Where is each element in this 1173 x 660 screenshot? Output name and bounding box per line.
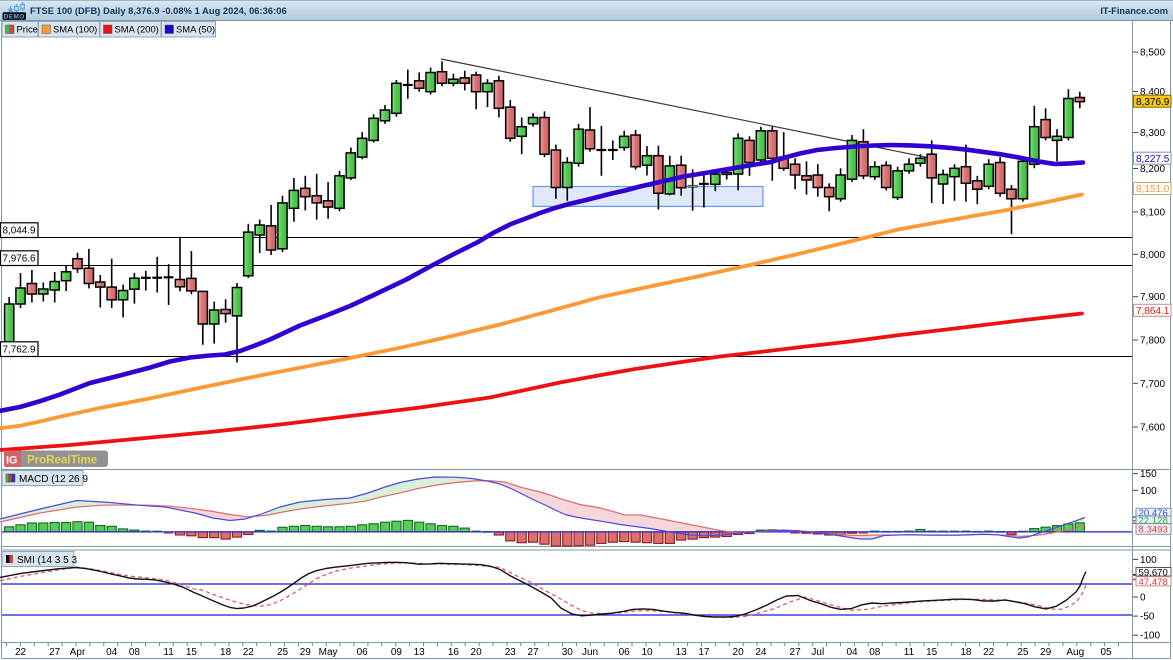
svg-text:8,300: 8,300 <box>1140 128 1165 139</box>
svg-text:8,100: 8,100 <box>1140 207 1165 218</box>
svg-text:7,600: 7,600 <box>1140 423 1165 434</box>
svg-text:05: 05 <box>1100 647 1112 658</box>
svg-text:8,227.5: 8,227.5 <box>1136 154 1170 165</box>
svg-text:150: 150 <box>1140 469 1157 480</box>
svg-text:10: 10 <box>641 647 653 658</box>
svg-text:8,376.9: 8,376.9 <box>1136 97 1170 108</box>
svg-text:8.3493: 8.3493 <box>1139 525 1168 536</box>
svg-text:25: 25 <box>277 647 289 658</box>
svg-text:13: 13 <box>414 647 426 658</box>
svg-text:04: 04 <box>846 647 858 658</box>
svg-text:13: 13 <box>676 647 688 658</box>
svg-text:SMA (100): SMA (100) <box>53 24 97 35</box>
svg-text:18: 18 <box>960 647 972 658</box>
svg-text:22: 22 <box>243 647 255 658</box>
svg-text:IG: IG <box>6 455 18 467</box>
svg-text:8,500: 8,500 <box>1140 48 1165 59</box>
svg-text:59.670: 59.670 <box>1139 567 1168 578</box>
svg-text:24: 24 <box>755 647 767 658</box>
svg-text:20: 20 <box>733 647 745 658</box>
svg-text:27: 27 <box>790 647 802 658</box>
svg-text:SMA (200): SMA (200) <box>115 24 159 35</box>
svg-text:18: 18 <box>220 647 232 658</box>
svg-text:7,976.6: 7,976.6 <box>3 254 36 265</box>
svg-text:06: 06 <box>619 647 631 658</box>
svg-text:100: 100 <box>1140 555 1157 566</box>
svg-text:8,200: 8,200 <box>1140 164 1165 175</box>
svg-text:29: 29 <box>1040 647 1052 658</box>
svg-text:8,151.0: 8,151.0 <box>1136 184 1170 195</box>
svg-text:04: 04 <box>106 647 118 658</box>
svg-text:22: 22 <box>15 647 27 658</box>
svg-text:17: 17 <box>698 647 710 658</box>
svg-text:30: 30 <box>562 647 574 658</box>
svg-text:27: 27 <box>49 647 61 658</box>
svg-text:Apr: Apr <box>70 647 86 658</box>
svg-text:15: 15 <box>186 647 198 658</box>
svg-text:100: 100 <box>1140 486 1157 497</box>
svg-text:47.478: 47.478 <box>1139 577 1168 588</box>
svg-text:11: 11 <box>163 647 174 658</box>
svg-text:-100: -100 <box>1140 631 1160 642</box>
svg-text:23: 23 <box>505 647 517 658</box>
svg-text:08: 08 <box>869 647 881 658</box>
svg-text:Jun: Jun <box>582 647 598 658</box>
svg-text:SMI (14 3 5 3: SMI (14 3 5 3 <box>17 555 77 566</box>
svg-text:20.476: 20.476 <box>1139 508 1168 519</box>
svg-text:25: 25 <box>1017 647 1029 658</box>
svg-text:22: 22 <box>983 647 995 658</box>
svg-text:7,900: 7,900 <box>1140 292 1165 303</box>
svg-text:Aug: Aug <box>1066 647 1084 658</box>
svg-text:8,044.9: 8,044.9 <box>3 226 36 237</box>
svg-text:-50: -50 <box>1140 612 1155 623</box>
svg-text:08: 08 <box>129 647 141 658</box>
svg-text:7,762.9: 7,762.9 <box>3 345 36 356</box>
svg-text:IT-Finance.com: IT-Finance.com <box>1100 6 1168 16</box>
svg-text:Jul: Jul <box>811 647 824 658</box>
svg-text:ProRealTime: ProRealTime <box>27 455 97 467</box>
svg-text:7,864.1: 7,864.1 <box>1136 306 1170 317</box>
svg-text:FTSE 100 (DFB) Daily 8,376.9 -: FTSE 100 (DFB) Daily 8,376.9 -0.08% 1 Au… <box>30 6 287 16</box>
svg-text:May: May <box>319 647 338 658</box>
svg-text:MACD (12 26 9: MACD (12 26 9 <box>19 474 88 485</box>
svg-text:27: 27 <box>528 647 540 658</box>
svg-text:8,400: 8,400 <box>1140 87 1165 98</box>
svg-text:15: 15 <box>926 647 938 658</box>
svg-text:0: 0 <box>1140 593 1146 604</box>
svg-text:8,000: 8,000 <box>1140 250 1165 261</box>
svg-text:22.128: 22.128 <box>1139 516 1168 527</box>
svg-text:09: 09 <box>391 647 403 658</box>
svg-text:SMA (50): SMA (50) <box>176 24 215 35</box>
svg-text:20: 20 <box>471 647 483 658</box>
svg-text:06: 06 <box>357 647 369 658</box>
svg-text:16: 16 <box>448 647 460 658</box>
svg-text:DEMO: DEMO <box>4 13 25 20</box>
svg-text:29: 29 <box>300 647 312 658</box>
svg-text:Price: Price <box>17 24 38 35</box>
svg-text:7,700: 7,700 <box>1140 379 1165 390</box>
svg-text:7,800: 7,800 <box>1140 336 1165 347</box>
svg-text:11: 11 <box>904 647 915 658</box>
